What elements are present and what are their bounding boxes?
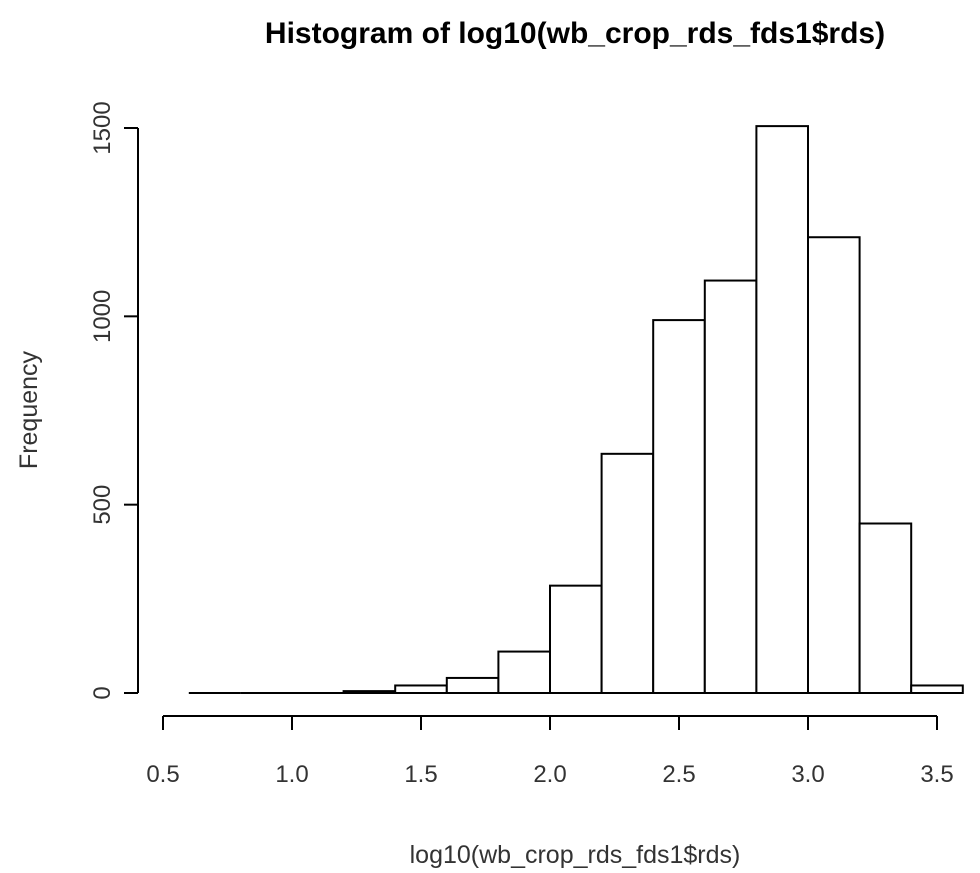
histogram-bar	[497, 650, 551, 694]
x-tick-label: 2.0	[533, 761, 566, 788]
histogram-bar	[445, 676, 500, 695]
y-axis: 0 500 1000 1500	[89, 101, 139, 700]
x-tick-label: 1.0	[275, 761, 308, 788]
histogram-bar	[910, 684, 964, 695]
bars-group	[188, 125, 964, 695]
x-tick-label: 3.0	[791, 761, 824, 788]
histogram-bar	[394, 684, 448, 695]
x-tick-label: 3.5	[920, 761, 953, 788]
histogram-bar	[600, 452, 655, 695]
histogram-bar	[652, 319, 706, 694]
histogram-bar	[807, 236, 861, 694]
x-tick-label: 0.5	[146, 761, 179, 788]
histogram-bar	[703, 279, 758, 694]
x-tick-label: 2.5	[662, 761, 695, 788]
x-tick-label: 1.5	[404, 761, 437, 788]
x-axis: 0.5 1.0 1.5 2.0 2.5 3.0 3.5	[146, 715, 954, 788]
histogram-bar	[342, 690, 397, 694]
y-axis-label: Frequency	[15, 350, 43, 469]
histogram-bar	[755, 125, 810, 695]
chart-title: Histogram of log10(wb_crop_rds_fds1$rds)	[265, 17, 885, 50]
y-tick-label: 1000	[89, 290, 116, 343]
histogram-bar	[858, 522, 913, 694]
y-tick-label: 1500	[89, 101, 116, 154]
y-tick-label: 0	[89, 686, 116, 699]
histogram-bar	[549, 584, 603, 695]
y-tick-label: 500	[89, 485, 116, 525]
x-axis-label: log10(wb_crop_rds_fds1$rds)	[410, 841, 741, 869]
